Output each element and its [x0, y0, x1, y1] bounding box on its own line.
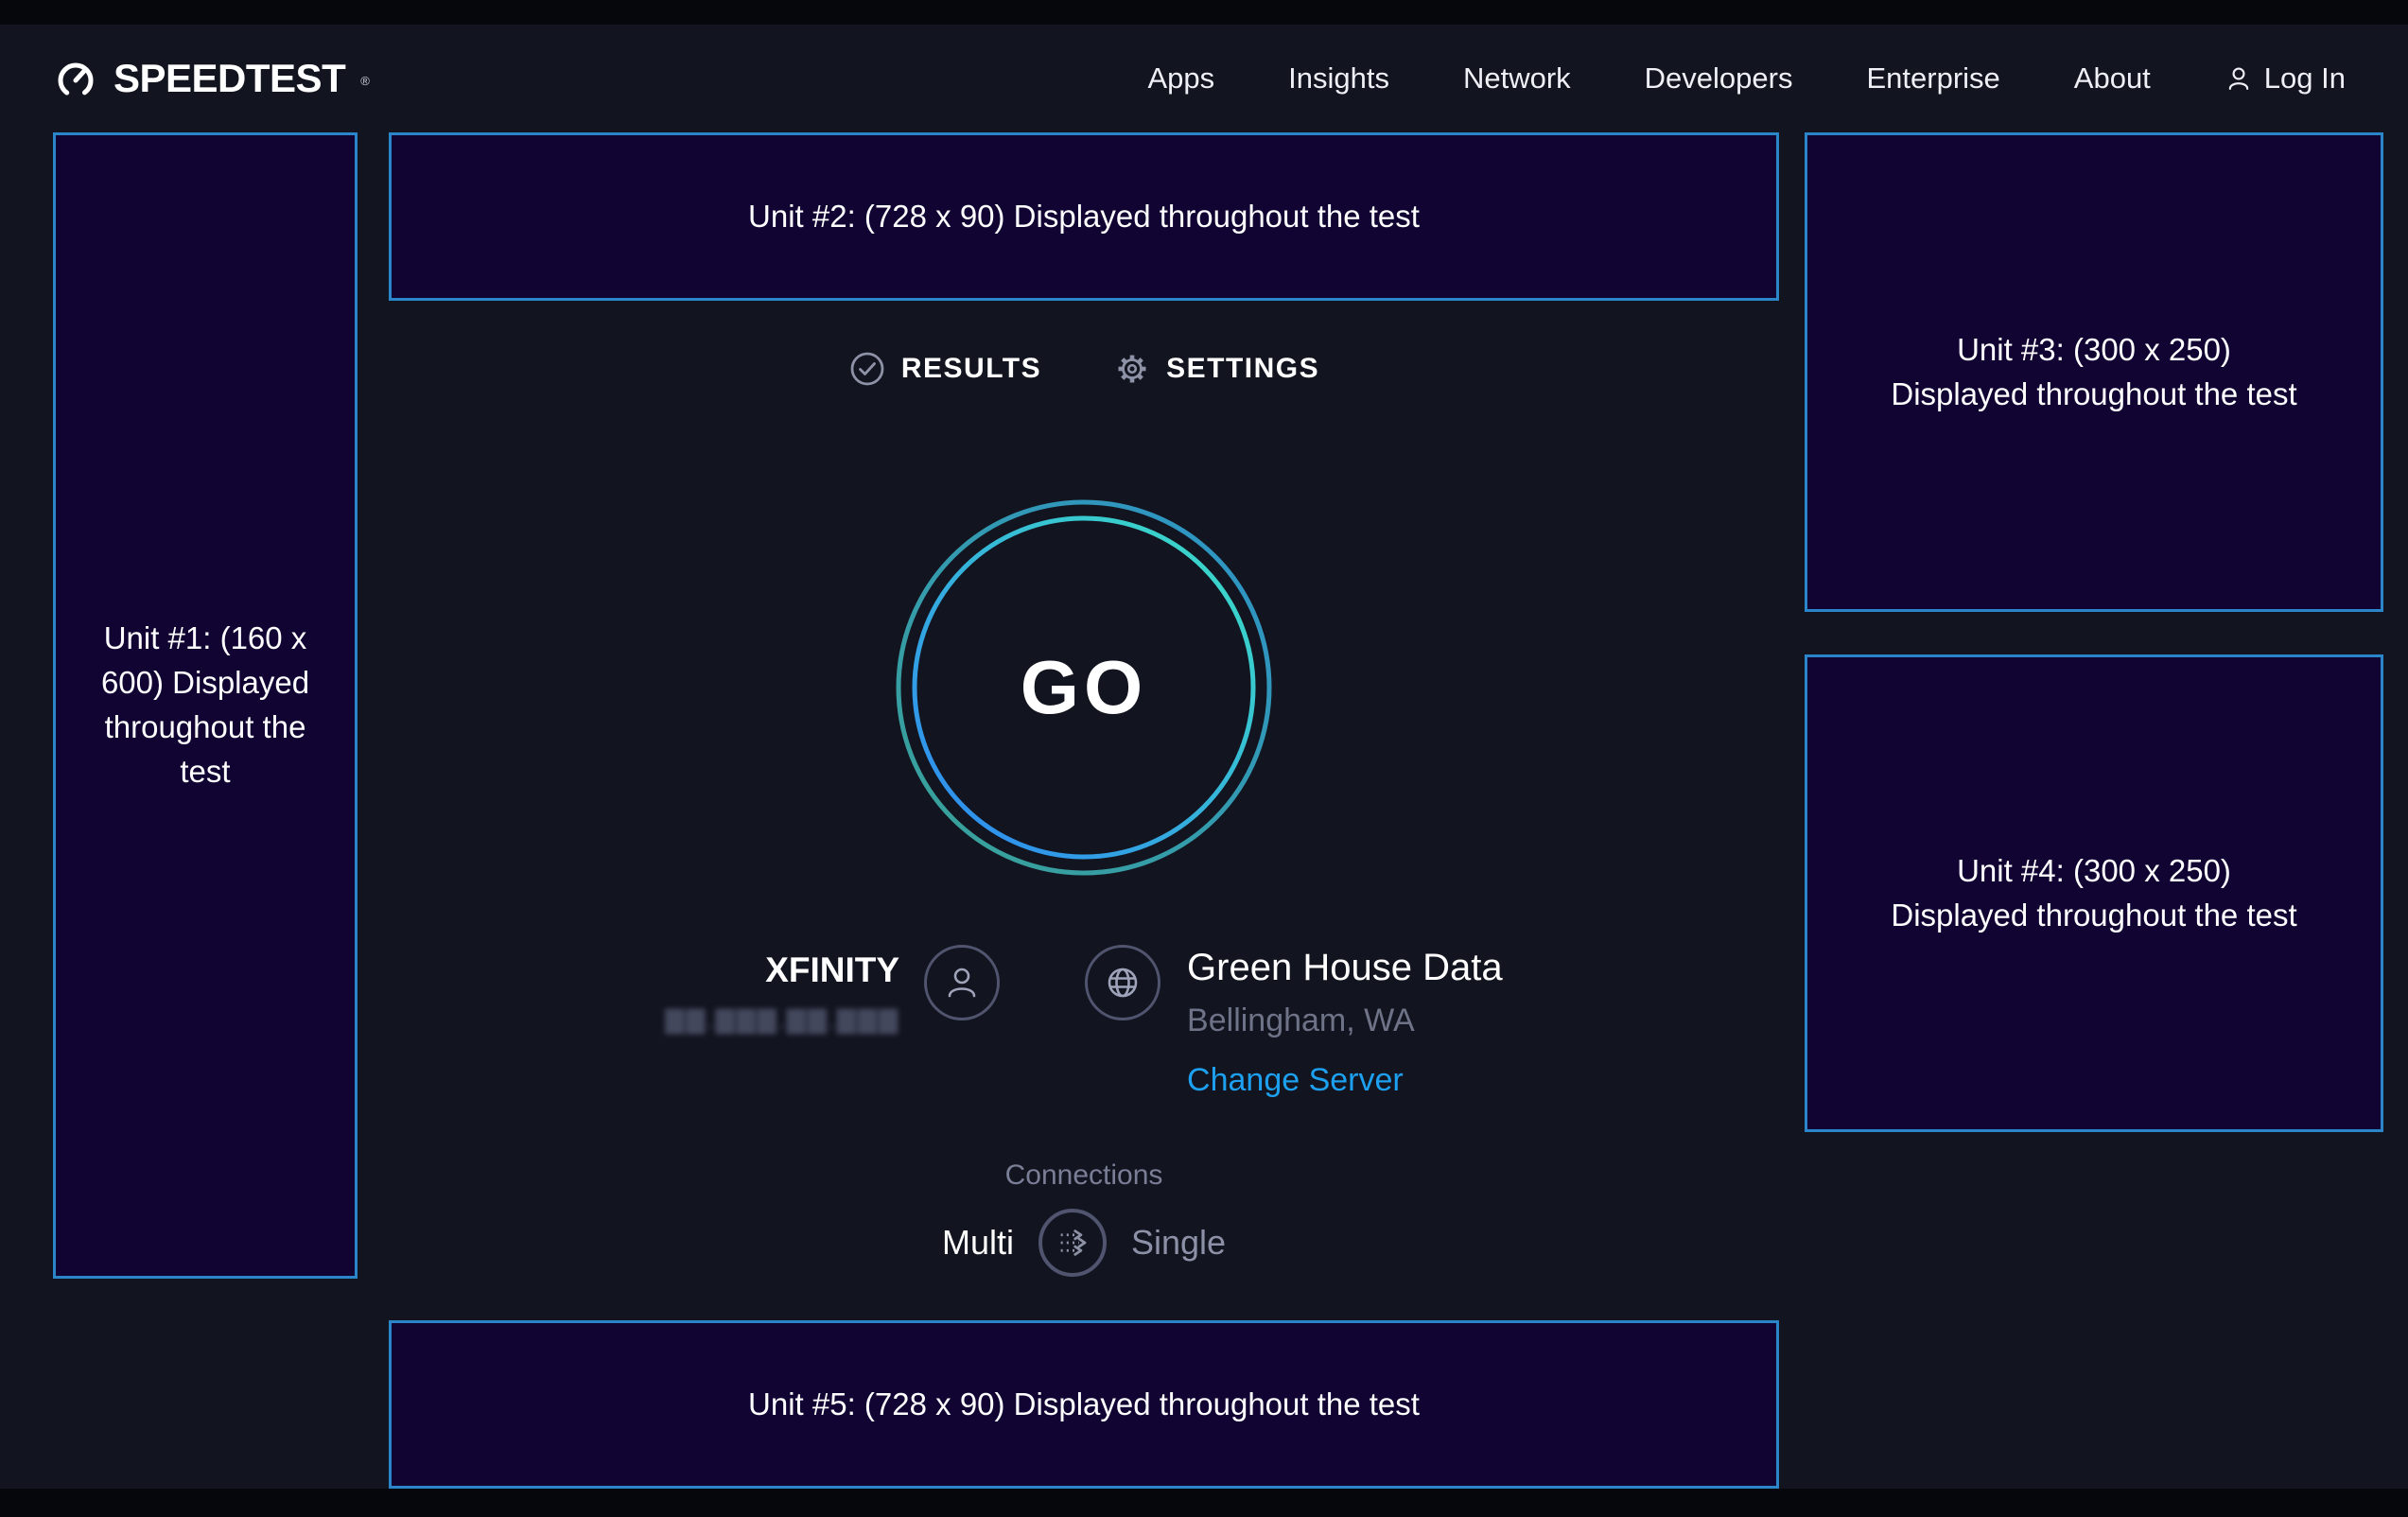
connections-label: Connections [1004, 1160, 1163, 1191]
gauge-icon [58, 62, 94, 98]
main-content: Unit #1: (160 x 600) Displayed throughou… [0, 132, 2408, 1489]
nav-developers[interactable]: Developers [1644, 61, 1793, 95]
server-globe [1085, 945, 1161, 1020]
login-label: Log In [2263, 61, 2346, 95]
bottom-edge-strip [0, 1489, 2408, 1517]
top-edge-strip [0, 0, 2408, 25]
tab-results[interactable]: RESULTS [848, 350, 1041, 388]
speedtest-page: SPEEDTEST ® Apps Insights Network Develo… [0, 25, 2408, 1489]
nav-about[interactable]: About [2073, 61, 2151, 95]
left-ad-rail: Unit #1: (160 x 600) Displayed throughou… [53, 132, 358, 1279]
isp-server-row: XFINITY ▇▇.▇▇▇.▇▇.▇▇▇ [665, 945, 1503, 1099]
logo-text: SPEEDTEST [113, 56, 346, 100]
tab-bar: RESULTS [848, 348, 1319, 390]
ad-unit-3-text: Unit #3: (300 x 250) Displayed throughou… [1891, 331, 2297, 411]
nav-enterprise[interactable]: Enterprise [1866, 61, 2000, 95]
tab-settings[interactable]: SETTINGS [1113, 350, 1319, 388]
ad-unit-4-text: Unit #4: (300 x 250) Displayed throughou… [1891, 852, 2297, 933]
ad-unit-2-text: Unit #2: (728 x 90) Displayed throughout… [748, 198, 1420, 234]
connections-single[interactable]: Single [1130, 1223, 1227, 1262]
user-icon [2228, 67, 2249, 90]
go-button-rings [896, 499, 1272, 876]
connections-toggle-row: Multi Sing [942, 1209, 1226, 1277]
isp-avatar [924, 945, 1001, 1020]
connections-section: Connections Multi [942, 1160, 1226, 1277]
server-info: Green House Data Bellingham, WA Change S… [1187, 947, 1503, 1099]
tab-settings-label: SETTINGS [1166, 353, 1320, 384]
isp-name: XFINITY [765, 950, 900, 989]
go-label: GO [1020, 645, 1148, 729]
go-button[interactable]: GO [895, 498, 1273, 877]
header: SPEEDTEST ® Apps Insights Network Develo… [0, 25, 2408, 132]
connections-multi[interactable]: Multi [941, 1223, 1014, 1262]
ad-unit-5-text: Unit #5: (728 x 90) Displayed throughout… [748, 1386, 1420, 1421]
ad-unit-5[interactable]: Unit #5: (728 x 90) Displayed throughout… [389, 1320, 1779, 1489]
speedtest-logo[interactable]: SPEEDTEST ® [53, 56, 370, 101]
nav-network[interactable]: Network [1462, 61, 1571, 95]
server-name: Green House Data [1187, 947, 1503, 988]
main-nav: Apps Insights Network Developers Enterpr… [1147, 61, 2346, 96]
nav-insights[interactable]: Insights [1288, 61, 1389, 95]
connections-toggle[interactable] [1038, 1209, 1107, 1277]
tab-results-label: RESULTS [900, 353, 1042, 384]
isp-ip-redacted: ▇▇.▇▇▇.▇▇.▇▇▇ [665, 1005, 900, 1034]
server-location: Bellingham, WA [1187, 1003, 1415, 1038]
login-button[interactable]: Log In [2225, 61, 2346, 96]
isp-info: XFINITY ▇▇.▇▇▇.▇▇.▇▇▇ [665, 950, 899, 1035]
ad-unit-2[interactable]: Unit #2: (728 x 90) Displayed throughout… [389, 132, 1779, 301]
check-circle-icon [850, 352, 884, 386]
center-column: Unit #2: (728 x 90) Displayed throughout… [389, 132, 1779, 1489]
right-ad-rail: Unit #3: (300 x 250) Displayed throughou… [1805, 132, 2383, 1132]
server-block: Green House Data Bellingham, WA Change S… [1085, 945, 1503, 1099]
ad-unit-1[interactable]: Unit #1: (160 x 600) Displayed throughou… [53, 132, 358, 1279]
person-icon [948, 968, 976, 998]
logo-trademark: ® [360, 73, 370, 88]
isp-block: XFINITY ▇▇.▇▇▇.▇▇.▇▇▇ [665, 945, 1001, 1035]
multi-connections-icon [1060, 1229, 1087, 1256]
ad-unit-3[interactable]: Unit #3: (300 x 250) Displayed throughou… [1805, 132, 2383, 612]
ad-unit-1-text: Unit #1: (160 x 600) Displayed throughou… [100, 620, 310, 789]
globe-icon [1108, 968, 1138, 998]
change-server-link[interactable]: Change Server [1187, 1062, 1404, 1098]
gear-icon [1118, 355, 1146, 383]
ad-unit-4[interactable]: Unit #4: (300 x 250) Displayed throughou… [1805, 654, 2383, 1132]
nav-apps[interactable]: Apps [1147, 61, 1215, 95]
